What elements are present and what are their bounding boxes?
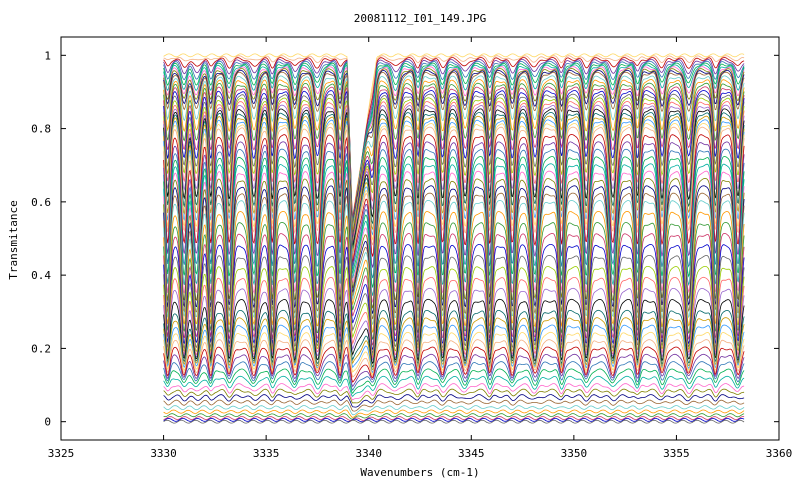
x-tick-label: 3330 [150,447,177,460]
x-axis-title: Wavenumbers (cm-1) [360,466,479,479]
spectrum-series-line [163,156,745,288]
spectrum-series-line [163,243,745,350]
spectrum-series-line [163,339,745,378]
spectrum-series-line [163,409,745,418]
spectrum-series-line [163,97,745,243]
spectrum-series-line [163,71,745,227]
spectrum-series-line [163,405,745,416]
spectrum-series-line [163,69,745,227]
series-layer [163,53,745,424]
spectrum-series-line [163,317,745,371]
spectrum-series-line [163,101,745,244]
spectrum-series-line [163,104,745,245]
spectrum-series-line [163,399,745,412]
spectrum-series-line [163,75,745,229]
spectrum-series-line [163,419,745,424]
spectrum-series-line [163,177,745,309]
x-tick-label: 3360 [766,447,793,460]
spectrum-series-line [163,353,745,388]
spectrum-series-line [163,66,745,227]
y-axis-title: Transmitance [7,200,20,279]
spectrum-series-line [163,346,745,383]
y-tick-label: 0 [44,416,51,429]
spectrum-series-line [163,361,745,391]
plot-frame [60,36,780,441]
spectrum-series-line [163,134,745,263]
spectrum-series-line [163,55,745,218]
spectrum-series-line [163,413,745,420]
spectrum-series-line [163,90,745,240]
spectrum-series-line [163,64,745,226]
spectrum-series-line [163,331,745,376]
spectrum-series-line [163,309,745,368]
spectrum-series-line [163,265,745,357]
spectrum-series-line [163,58,745,221]
y-tick-label: 0.4 [31,269,51,282]
spectrum-series-line [163,417,745,423]
y-tick-label: 0.2 [31,342,51,355]
spectrum-series-line [163,254,745,355]
spectrum-series-line [163,199,745,325]
spectrum-series-line [163,123,745,259]
spectrum-series-line [163,221,745,340]
x-tick-label: 3335 [253,447,280,460]
spectrum-series-line [163,192,745,320]
x-tick-label: 3325 [48,447,75,460]
spectrum-series-line [163,93,745,242]
y-tick-label: 0.6 [31,196,51,209]
x-tick-label: 3345 [458,447,485,460]
spectrum-series-line [163,185,745,314]
x-tick-label: 3355 [663,447,690,460]
spectrum-series-line [163,163,745,296]
y-tick-label: 1 [44,49,51,62]
spectrum-series-line [163,210,745,333]
spectrum-series-line [163,416,745,421]
x-tick-label: 3350 [561,447,588,460]
spectrum-series-line [163,324,745,374]
spectrum-series-line [163,287,745,362]
spectrum-series-line [163,298,745,365]
spectrum-series-line [163,86,745,238]
spectrum-series-line [163,60,745,223]
spectrum-series-line [163,375,745,398]
ticks-layer: 3325 3330 3335 3340 3345 3350 3355 3360 0 0.2 0.4 0… [31,37,792,460]
spectrum-series-line [163,368,745,395]
y-tick-label: 0.8 [31,123,51,136]
spectrum-series-line [163,79,745,232]
spectrum-series-line [163,68,745,227]
spectrum-series-line [163,170,745,303]
spectrum-series-line [163,388,745,404]
spectrum-series-line [163,126,745,260]
spectrum-series-line [163,57,745,219]
spectrum-series-line [163,119,745,256]
spectrum-series-line [163,383,745,401]
chart-title: 20081112_I01_149.JPG [354,12,486,25]
x-tick-label: 3340 [355,447,382,460]
spectrum-series-line [163,62,745,224]
spectrum-series-line [163,141,745,268]
spectrum-series-line [163,394,745,408]
spectrum-series-line [163,276,745,359]
spectrum-series-line [163,82,745,235]
spectrum-series-line [163,232,745,346]
spectrum-series-line [163,148,745,279]
spectrum-series-line [163,53,745,218]
